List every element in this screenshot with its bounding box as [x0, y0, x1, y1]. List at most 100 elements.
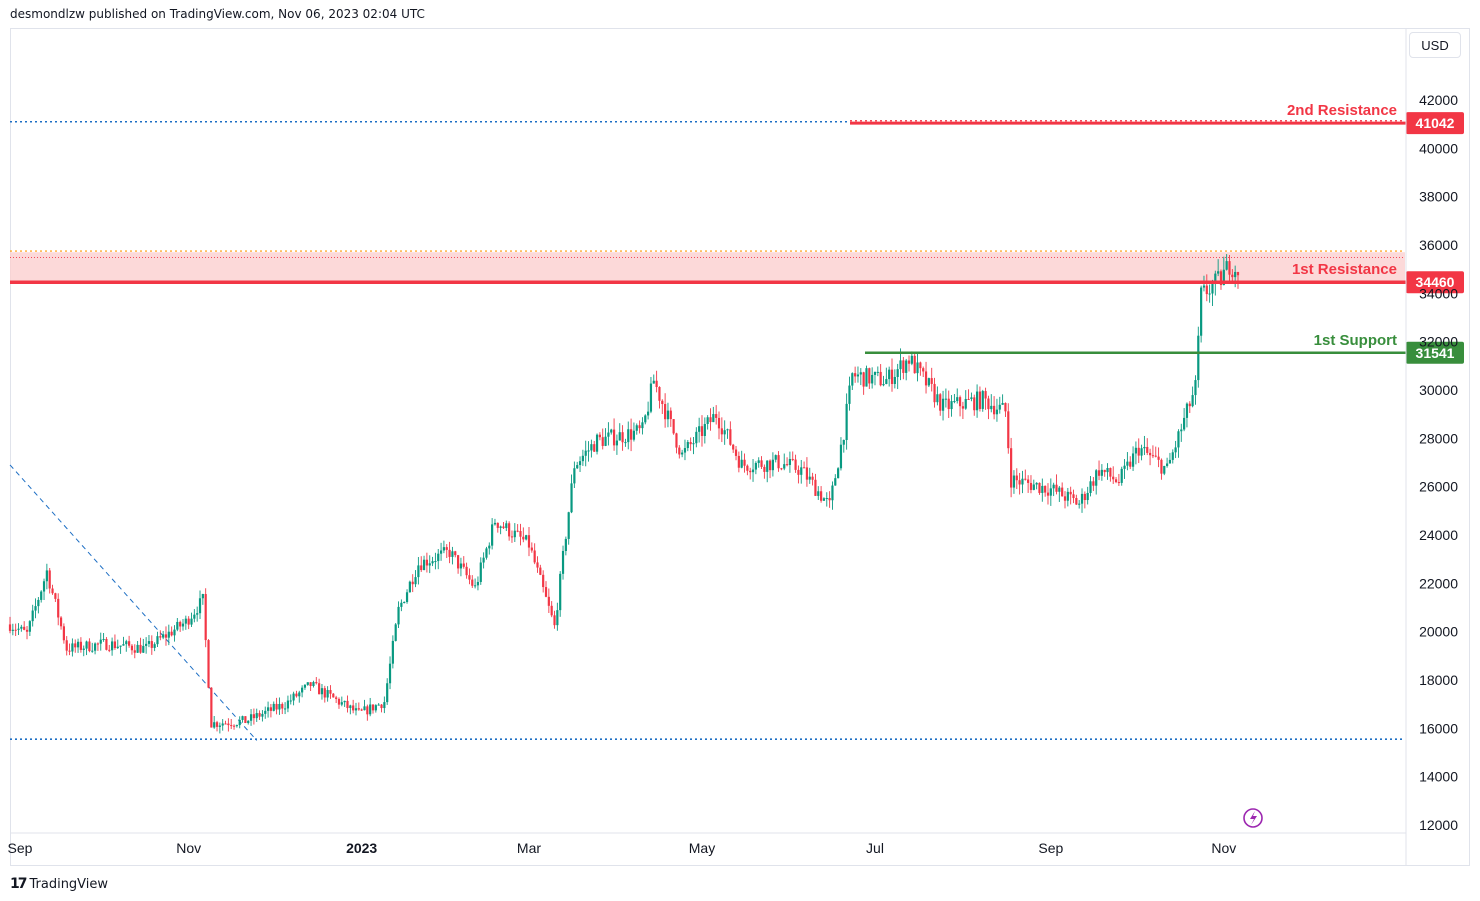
candle [93, 642, 97, 655]
candle [757, 457, 760, 468]
candle-body [1168, 459, 1172, 464]
candle [993, 396, 996, 420]
candle-body [893, 376, 896, 384]
candle-body [377, 704, 380, 706]
candle [978, 386, 982, 412]
candle-body [692, 443, 695, 445]
candle [547, 588, 550, 614]
candle [967, 389, 970, 400]
candle [732, 443, 735, 453]
candle [618, 423, 621, 441]
candle [113, 634, 117, 650]
candle [561, 545, 565, 580]
downtrend-line [9, 464, 258, 741]
candle [865, 365, 868, 387]
candle-body [241, 716, 244, 720]
candle-body [885, 379, 888, 384]
candle [607, 422, 610, 446]
candle [1236, 271, 1240, 289]
candle [941, 390, 945, 421]
candle [777, 451, 780, 472]
candle [709, 408, 712, 431]
first-support-price-text: 31541 [1416, 345, 1455, 361]
flash-icon[interactable] [1243, 808, 1263, 828]
candle [139, 637, 142, 654]
first-resistance-level[interactable]: 1st Resistance 34460 [10, 261, 1464, 294]
first-support-level[interactable]: 1st Support 31541 [865, 332, 1464, 364]
candle [221, 719, 224, 731]
second-resistance-level[interactable]: 2nd Resistance 41042 [850, 102, 1464, 135]
candle-body [788, 458, 792, 465]
candle-body [593, 444, 596, 452]
candle-body [301, 687, 304, 693]
candle-body [1066, 491, 1069, 501]
candle-body [1205, 285, 1208, 295]
candle [1183, 408, 1186, 432]
candle [825, 492, 828, 507]
candle [851, 372, 854, 391]
candle-body [130, 645, 134, 651]
candle [859, 368, 862, 386]
candle-body [1236, 271, 1240, 276]
candle-body [88, 641, 91, 652]
candle-body [817, 491, 820, 496]
candle [1208, 284, 1211, 303]
candle-body [1035, 482, 1038, 485]
candle [417, 557, 420, 585]
candle-body [698, 426, 701, 432]
candle [595, 433, 599, 455]
candle [1148, 448, 1152, 466]
candle-body [20, 626, 23, 629]
candle-body [905, 360, 908, 373]
candle [743, 453, 746, 473]
candle-body [437, 553, 440, 562]
candle-body [1032, 484, 1035, 490]
candle [621, 425, 624, 451]
candle [950, 395, 953, 417]
candle-body [944, 398, 947, 400]
candle-body [902, 360, 905, 373]
candle-body [1044, 485, 1047, 493]
candle [1046, 483, 1050, 505]
candle-body [76, 641, 80, 648]
candle [377, 703, 380, 706]
candle [1137, 438, 1140, 464]
candle [31, 604, 34, 627]
candle-body [939, 394, 942, 411]
candle [953, 394, 956, 404]
candle [720, 417, 723, 443]
candle [1032, 479, 1035, 491]
second-resistance-label: 2nd Resistance [1287, 102, 1397, 119]
candle-body [292, 693, 295, 701]
candle-body [1208, 293, 1211, 295]
candle [1217, 259, 1220, 277]
candle-body [417, 565, 420, 578]
candle-body [723, 430, 726, 435]
chart-frame [10, 28, 1470, 866]
candle-body [190, 618, 193, 625]
candle-body [598, 434, 601, 438]
candle [1146, 438, 1149, 456]
candle-body [1123, 465, 1126, 469]
tradingview-brand-label: TradingView [29, 876, 109, 892]
candle-body [1103, 469, 1106, 473]
candle [340, 696, 343, 707]
candle-body [1148, 452, 1152, 456]
candle-body [641, 422, 644, 429]
candle [116, 639, 119, 649]
candle-body [808, 476, 811, 480]
footer-brand[interactable]: 17 TradingView [10, 876, 108, 892]
candle-body [391, 640, 394, 664]
candle [1109, 467, 1112, 482]
candle [99, 632, 102, 651]
candle-body [249, 714, 253, 721]
currency-button[interactable]: USD [1409, 32, 1461, 58]
candle-body [139, 644, 142, 653]
candle-body [1001, 402, 1004, 405]
candle [581, 449, 584, 466]
candle [820, 486, 823, 503]
candle [1018, 472, 1021, 495]
candle-body [822, 498, 826, 501]
